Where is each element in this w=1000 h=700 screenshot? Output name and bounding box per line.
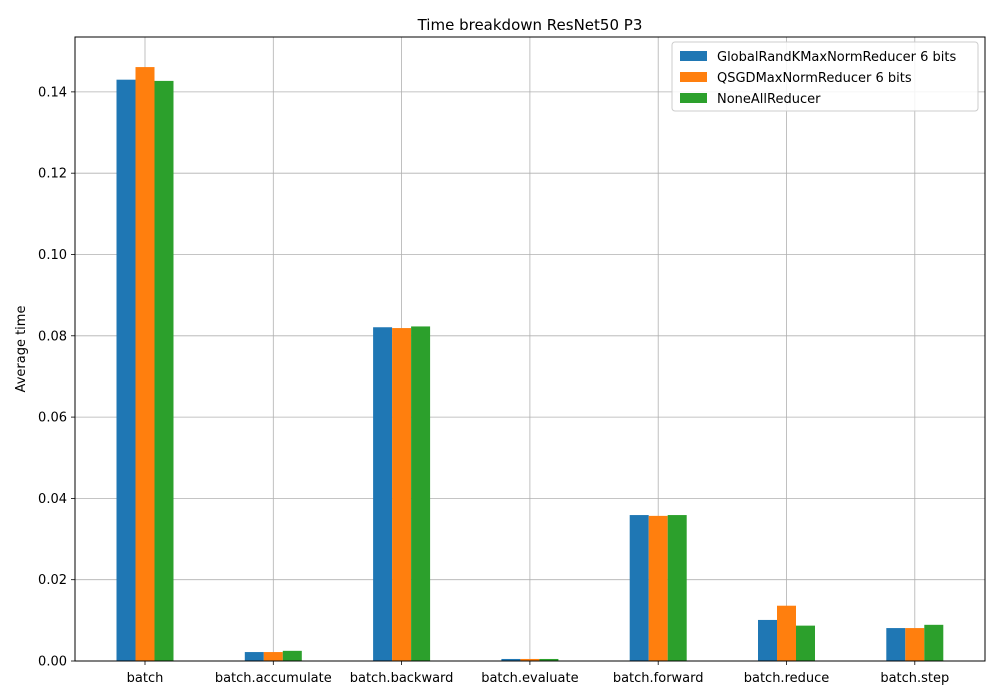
x-tick-label: batch — [127, 671, 164, 686]
tick-labels: 0.00 0.02 0.04 0.06 0.08 0.10 0.12 0.14 batch bat… — [38, 85, 949, 686]
bar-1-2 — [392, 328, 412, 661]
y-axis-label: Average time — [14, 306, 29, 393]
bar-1-0 — [135, 67, 155, 661]
y-tick-label: 0.14 — [38, 85, 67, 100]
legend-label: QSGDMaxNormReducer 6 bits — [717, 71, 912, 86]
legend: GlobalRandKMaxNormReducer 6 bits QSGDMaxN… — [671, 41, 979, 112]
bar-0-0 — [116, 79, 136, 662]
bar-2-6 — [924, 624, 944, 661]
x-tick-label: batch.reduce — [744, 671, 830, 686]
bar-1-5 — [777, 605, 796, 661]
legend-label: GlobalRandKMaxNormReducer 6 bits — [717, 50, 956, 65]
y-tick-label: 0.02 — [38, 573, 67, 588]
legend-frame — [671, 41, 979, 112]
legend-label: NoneAllReducer — [717, 92, 821, 107]
bar-2-0 — [154, 80, 174, 662]
x-tick-label: batch.forward — [613, 671, 704, 686]
bar-1-4 — [648, 515, 668, 661]
bar-2-4 — [667, 515, 687, 661]
chart-title: Time breakdown ResNet50 P3 — [417, 16, 643, 34]
legend-swatch — [680, 51, 707, 61]
x-tick-label: batch.step — [880, 671, 949, 686]
bar-0-6 — [886, 628, 906, 661]
y-tick-label: 0.12 — [38, 167, 67, 182]
bar-0-1 — [244, 652, 264, 661]
legend-swatch — [680, 72, 707, 82]
bar-0-2 — [373, 327, 393, 661]
bar-2-5 — [796, 625, 815, 661]
bar-1-1 — [263, 652, 283, 661]
bars — [116, 67, 944, 662]
bar-0-4 — [629, 515, 649, 661]
y-tick-label: 0.00 — [38, 655, 67, 670]
bar-2-2 — [411, 326, 431, 661]
bar-0-5 — [758, 619, 777, 661]
grid-lines — [75, 37, 985, 662]
x-tick-label: batch.evaluate — [481, 671, 578, 686]
legend-swatch — [680, 93, 707, 103]
y-tick-label: 0.06 — [38, 411, 67, 426]
bar-2-1 — [282, 650, 302, 661]
x-tick-label: batch.backward — [350, 671, 454, 686]
x-tick-label: batch.accumulate — [215, 671, 332, 686]
bar-1-6 — [905, 628, 925, 661]
y-tick-label: 0.04 — [38, 492, 67, 507]
y-tick-label: 0.08 — [38, 329, 67, 344]
bar-2-3 — [539, 658, 559, 661]
bar-0-3 — [501, 658, 521, 661]
bar-1-3 — [520, 658, 540, 661]
y-tick-label: 0.10 — [38, 248, 67, 263]
